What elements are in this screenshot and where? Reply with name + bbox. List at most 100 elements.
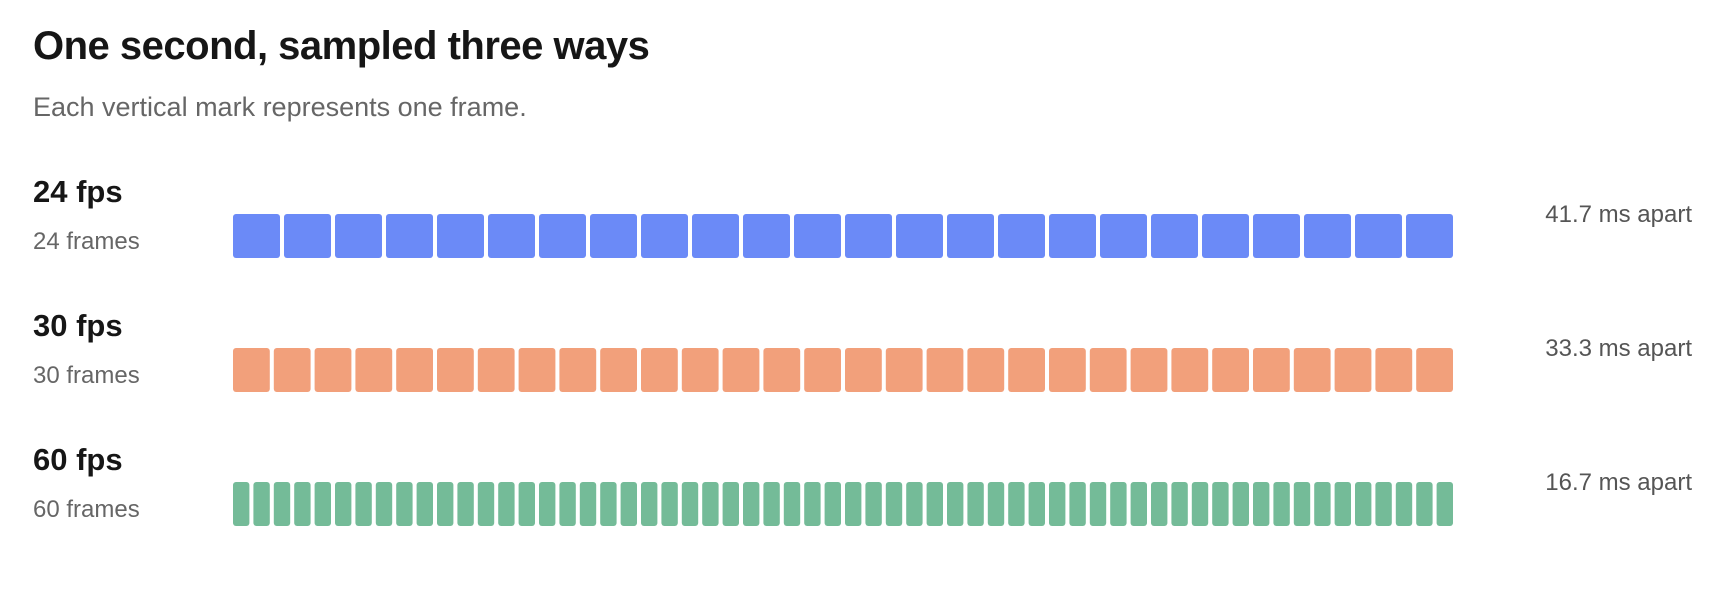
row-label: 60 fps (33, 442, 123, 477)
frame-mark (865, 482, 882, 526)
frame-mark (987, 482, 1005, 526)
frame-mark (579, 482, 597, 526)
frame-strip (233, 214, 1453, 258)
frame-mark (1253, 348, 1290, 392)
frame-mark (1375, 348, 1413, 392)
frame-mark (845, 482, 862, 526)
frame-mark (1232, 482, 1249, 526)
frame-mark (1212, 482, 1229, 526)
frame-mark (681, 482, 699, 526)
frame-mark (1416, 482, 1433, 526)
row-label: 24 fps (33, 174, 123, 209)
frame-mark (885, 348, 923, 392)
frame-mark (1089, 348, 1127, 392)
frame-mark (1314, 482, 1331, 526)
frame-row-24fps: 24 fps 24 frames 41.7 ms apart (0, 174, 1722, 284)
frame-mark (641, 482, 658, 526)
frame-mark (518, 348, 556, 392)
frame-mark (1202, 214, 1249, 258)
frame-mark (1395, 482, 1413, 526)
frame-mark (947, 214, 994, 258)
frame-mark (437, 214, 484, 258)
frame-mark (559, 482, 576, 526)
frame-mark (590, 214, 637, 258)
frame-mark (1273, 482, 1290, 526)
frame-mark (294, 482, 311, 526)
frame-mark (824, 482, 841, 526)
frame-mark (967, 482, 984, 526)
frame-mark (1130, 482, 1147, 526)
frame-mark (1355, 214, 1402, 258)
frame-mark (1171, 482, 1188, 526)
frame-mark (702, 482, 719, 526)
frame-mark (273, 482, 291, 526)
frame-mark (1049, 348, 1086, 392)
frame-mark (284, 214, 331, 258)
frame-mark (1171, 348, 1209, 392)
frame-mark (641, 214, 688, 258)
frame-mark (375, 482, 393, 526)
frame-mark (1151, 482, 1168, 526)
frame-mark (1089, 482, 1107, 526)
frame-mark (998, 214, 1045, 258)
frame-strip (233, 348, 1453, 392)
frame-mark (518, 482, 535, 526)
frame-mark (794, 214, 841, 258)
row-frame-count: 30 frames (33, 362, 140, 389)
frame-marks (233, 482, 1453, 526)
frame-mark (1110, 482, 1127, 526)
frame-mark (396, 482, 413, 526)
frame-mark (1416, 348, 1453, 392)
frame-mark (233, 214, 280, 258)
frame-mark (396, 348, 433, 392)
frame-mark (355, 348, 393, 392)
frame-mark (1293, 348, 1331, 392)
frame-mark (743, 214, 790, 258)
frame-mark (488, 214, 535, 258)
frame-mark (600, 348, 637, 392)
frame-mark (783, 482, 801, 526)
frame-mark (804, 482, 821, 526)
frame-mark (620, 482, 637, 526)
frame-mark (926, 482, 943, 526)
frame-row-30fps: 30 fps 30 frames 33.3 ms apart (0, 308, 1722, 418)
frame-strip (233, 482, 1453, 526)
frame-mark (641, 348, 678, 392)
frame-mark (1049, 214, 1096, 258)
frame-mark (681, 348, 719, 392)
frame-mark (386, 214, 433, 258)
frame-mark (722, 482, 739, 526)
frame-mark (661, 482, 678, 526)
frame-mark (1293, 482, 1311, 526)
frame-mark (335, 482, 352, 526)
frame-mark (743, 482, 760, 526)
frame-marks (233, 214, 1453, 258)
frame-mark (498, 482, 515, 526)
frame-mark (1008, 348, 1045, 392)
row-interval: 16.7 ms apart (1545, 469, 1692, 496)
frame-mark (314, 348, 352, 392)
frame-mark (477, 482, 495, 526)
frame-mark (1334, 482, 1351, 526)
chart-subtitle: Each vertical mark represents one frame. (33, 92, 527, 122)
frame-mark (1355, 482, 1372, 526)
frame-mark (477, 348, 515, 392)
frame-mark (896, 214, 943, 258)
row-label: 30 fps (33, 308, 123, 343)
frame-mark (1212, 348, 1249, 392)
frame-mark (1375, 482, 1392, 526)
row-interval: 33.3 ms apart (1545, 335, 1692, 362)
frame-mark (1151, 214, 1198, 258)
row-interval: 41.7 ms apart (1545, 201, 1692, 228)
frame-mark (457, 482, 474, 526)
row-frame-count: 24 frames (33, 228, 140, 255)
frame-mark (1436, 482, 1453, 526)
frame-mark (1100, 214, 1147, 258)
frame-mark (1028, 482, 1045, 526)
row-frame-count: 60 frames (33, 496, 140, 523)
frame-mark (600, 482, 617, 526)
frame-mark (947, 482, 964, 526)
frame-mark (1191, 482, 1209, 526)
frame-mark (539, 482, 556, 526)
frame-mark (1253, 482, 1270, 526)
